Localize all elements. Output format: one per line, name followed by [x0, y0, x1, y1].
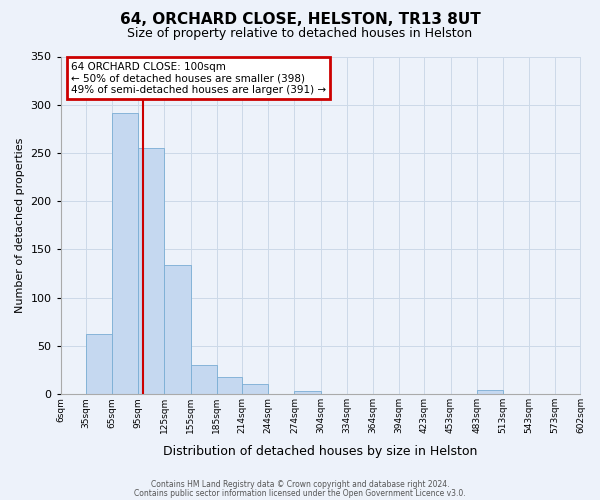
X-axis label: Distribution of detached houses by size in Helston: Distribution of detached houses by size …: [163, 444, 478, 458]
Y-axis label: Number of detached properties: Number of detached properties: [15, 138, 25, 313]
Bar: [112, 114, 139, 394]
Text: 64, ORCHARD CLOSE, HELSTON, TR13 8UT: 64, ORCHARD CLOSE, HELSTON, TR13 8UT: [119, 12, 481, 28]
Bar: [164, 265, 191, 394]
Text: 64 ORCHARD CLOSE: 100sqm
← 50% of detached houses are smaller (398)
49% of semi-: 64 ORCHARD CLOSE: 100sqm ← 50% of detach…: [71, 62, 326, 95]
Text: Size of property relative to detached houses in Helston: Size of property relative to detached ho…: [127, 28, 473, 40]
Bar: [217, 377, 242, 394]
Bar: [86, 334, 112, 394]
Bar: [139, 148, 164, 394]
Bar: [477, 390, 503, 394]
Bar: [242, 384, 268, 394]
Bar: [295, 392, 320, 394]
Text: Contains HM Land Registry data © Crown copyright and database right 2024.: Contains HM Land Registry data © Crown c…: [151, 480, 449, 489]
Bar: [191, 366, 217, 394]
Text: Contains public sector information licensed under the Open Government Licence v3: Contains public sector information licen…: [134, 488, 466, 498]
